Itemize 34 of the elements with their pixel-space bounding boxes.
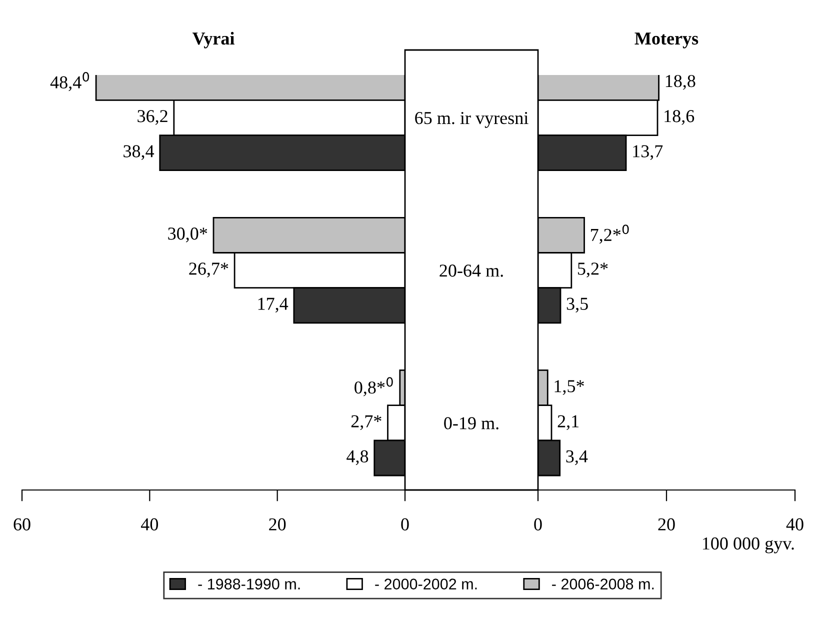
x-tick-label: 0 [534,518,542,530]
x-tick-label: 20 [269,518,286,530]
data-label: 0,8*$^{0}$ [354,377,393,396]
x-tick-label: 0 [401,518,409,530]
x-tick-label: 20 [658,518,675,530]
data-label: 2,1 [558,415,579,430]
data-label: 2,7* [351,415,382,430]
data-label: 17,4 [258,298,288,313]
data-label: 36,2 [138,110,168,125]
data-label: 18,6 [664,110,694,125]
x-tick-label: 40 [786,518,804,530]
y-tick-label: 0-19 m. [444,417,498,430]
data-label: 18,8 [666,74,696,90]
data-label: 13,7 [633,145,663,160]
y-tick-label: 65 m. ir vyresni [415,112,528,128]
data-label: 26,7* [189,262,228,278]
y-tick-label: 20-64 m. [440,264,503,277]
legend-label: - 1988-1990 m. [198,578,300,590]
chart-title: Moterys [634,32,698,48]
legend-label: - 2000-2002 m. [375,578,477,590]
data-label: 3,5 [566,298,588,313]
x-axis-title: 100 000 gyv. [702,537,794,554]
data-label: 3,4 [566,450,588,466]
data-label: 1,5* [554,380,584,395]
x-tick-label: 40 [140,518,158,530]
chart-title: Vyrai [192,32,234,48]
data-label: 7,2*$^{0}$ [591,224,629,244]
data-label: 48,4$^{0}$ [50,72,90,92]
data-label: 5,2* [578,262,608,278]
data-label: 4,8 [346,450,368,466]
data-label: 30,0* [168,228,208,242]
data-label: 38,4 [124,145,154,160]
x-tick-label: 60 [14,518,30,530]
legend-label: - 2006-2008 m. [552,578,654,590]
